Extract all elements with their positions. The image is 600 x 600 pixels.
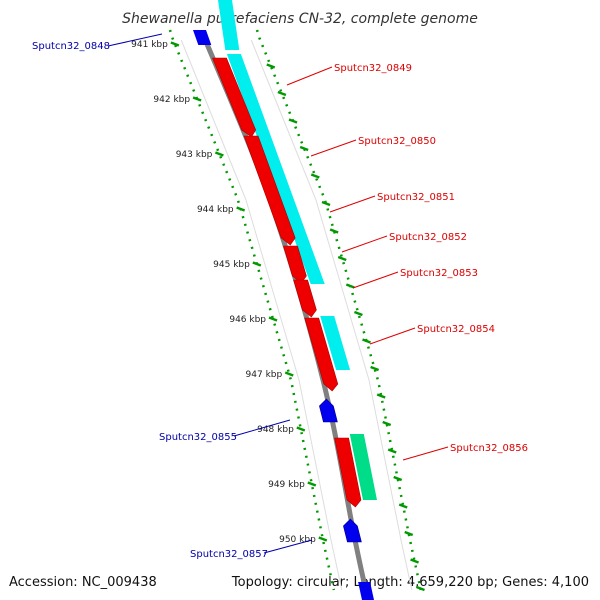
gene-labels: Sputcn32_0848 Sputcn32_0849 Sputcn32_0850 S… xyxy=(32,33,528,560)
ruler-tick-label: 942 kbp xyxy=(153,95,190,105)
gene-label: Sputcn32_0853 xyxy=(400,268,478,279)
ruler-tick-label: 944 kbp xyxy=(197,205,234,215)
gene-label: Sputcn32_0854 xyxy=(417,324,495,335)
gene-label-leader xyxy=(341,235,388,253)
outer-guide-line xyxy=(250,39,413,591)
ruler-outer-tick xyxy=(362,338,371,344)
cds-forward-arrow xyxy=(304,317,339,392)
ruler-major-tick xyxy=(268,316,278,322)
ruler-outer-tick xyxy=(387,448,397,454)
ruler-outer-dotted-line xyxy=(255,29,423,591)
cds-reverse-arrow xyxy=(319,398,338,423)
cds-reverse-arrow xyxy=(358,582,374,600)
gene-label: Sputcn32_0849 xyxy=(334,63,412,74)
ruler-outer-tick xyxy=(337,255,347,262)
gene-label-leader xyxy=(329,195,376,213)
ruler-outer-tick xyxy=(288,118,298,124)
gene-label-leader xyxy=(263,539,313,554)
cog-track xyxy=(218,0,377,500)
ruler-major-tick xyxy=(318,536,328,542)
gene-label-leader xyxy=(352,271,399,289)
ruler-major-tick xyxy=(170,41,180,47)
accession-text: Accession: NC_009438 xyxy=(9,575,157,590)
ruler-outer-tick xyxy=(382,420,392,427)
ruler-tick-label: 941 kbp xyxy=(131,40,168,50)
ruler-outer-tick xyxy=(410,558,419,564)
gene-label: Sputcn32_0852 xyxy=(389,232,467,243)
ruler-major-tick xyxy=(284,371,294,377)
cog-block xyxy=(320,316,351,370)
ruler-outer-tick xyxy=(376,393,386,399)
ruler-tick-label: 946 kbp xyxy=(229,315,266,325)
cds-forward-arrow xyxy=(212,57,257,138)
ruler-outer-tick xyxy=(345,283,355,289)
cds-reverse-arrow xyxy=(193,30,212,45)
gene-label-leader xyxy=(286,66,333,86)
ruler-outer-tick xyxy=(277,90,287,97)
ruler-tick-label: 950 kbp xyxy=(279,535,316,545)
cds-forward-arrow xyxy=(243,135,296,246)
ruler-outer-tick xyxy=(416,585,425,592)
ruler-major-tick xyxy=(307,481,317,487)
gene-label: Sputcn32_0855 xyxy=(159,432,237,443)
ruler-inner-dotted-line xyxy=(168,29,336,591)
ruler-outer-tick xyxy=(329,228,339,234)
ruler-major-tick xyxy=(296,426,306,432)
gene-label: Sputcn32_0848 xyxy=(32,41,110,52)
ruler-major-tick xyxy=(214,151,224,157)
cds-reverse-arrow xyxy=(343,518,362,543)
map-title: Shewanella putrefaciens CN-32, complete … xyxy=(122,11,478,27)
ruler-outer-tick xyxy=(370,365,380,372)
ruler-outer-tick xyxy=(299,145,309,152)
inner-guide-line xyxy=(180,39,343,591)
ruler-major-tick xyxy=(252,261,262,267)
ruler-tick-label: 948 kbp xyxy=(257,425,294,435)
ruler-tick-label: 943 kbp xyxy=(176,150,213,160)
cds-forward-arrow xyxy=(334,437,362,508)
ruler-major-tick xyxy=(236,206,246,212)
ruler-outer-tick xyxy=(393,475,403,482)
cds-forward-arrow xyxy=(293,279,317,318)
ruler-outer-tick xyxy=(266,63,276,69)
cog-block xyxy=(218,0,240,50)
ruler-tick-label: 949 kbp xyxy=(268,480,305,490)
gene-label-leader xyxy=(310,139,357,157)
ruler-outer-tick xyxy=(310,173,320,179)
gene-label-leader xyxy=(233,419,291,437)
ruler-outer-tick xyxy=(321,200,331,207)
gene-label: Sputcn32_0857 xyxy=(190,549,268,560)
cds-forward-arrow xyxy=(283,245,307,284)
ruler-tick-label: 947 kbp xyxy=(246,370,283,380)
ruler-tick-label: 945 kbp xyxy=(213,260,250,270)
cds-track xyxy=(193,30,374,600)
cog-block xyxy=(349,434,377,500)
ruler-layer: 941 kbp 942 kbp 943 kbp 944 kbp 945 kbp 946 k… xyxy=(131,29,425,592)
gene-label: Sputcn32_0851 xyxy=(377,192,455,203)
gene-label: Sputcn32_0856 xyxy=(450,443,528,454)
ruler-outer-tick xyxy=(398,503,408,509)
gene-label-leader xyxy=(402,446,449,461)
cog-block xyxy=(226,54,325,284)
gene-label-leader xyxy=(107,33,163,47)
ruler-outer-tick xyxy=(404,530,414,537)
ruler-major-tick xyxy=(192,96,202,102)
genome-backbone xyxy=(199,31,371,600)
gene-label-leader xyxy=(369,327,416,345)
gene-label: Sputcn32_0850 xyxy=(358,136,436,147)
ruler-outer-tick xyxy=(353,310,363,317)
